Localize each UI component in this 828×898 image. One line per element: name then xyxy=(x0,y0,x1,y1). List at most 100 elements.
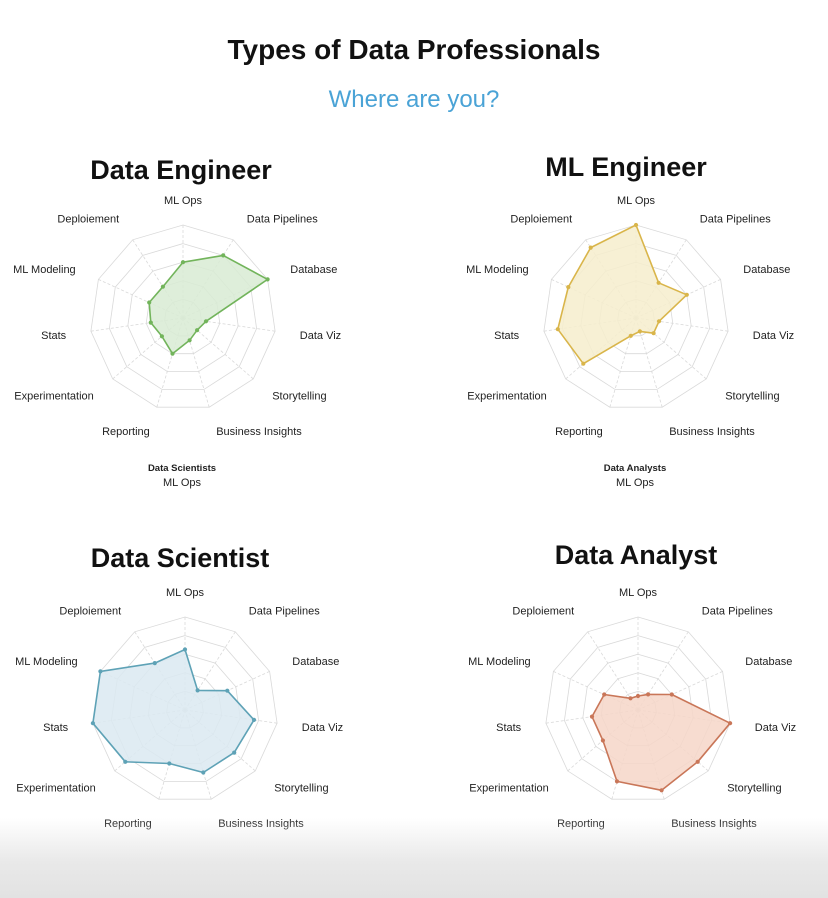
data-point-data-viz xyxy=(203,319,209,324)
axis-label-storytelling: Storytelling xyxy=(725,390,779,402)
radar-chart-data-engineer: ML Ops Data Pipelines Database Data Viz Stor… xyxy=(13,195,341,438)
data-point-deploiement xyxy=(588,245,593,250)
data-point-ml-ops xyxy=(180,260,186,265)
axis-label-stats: Stats xyxy=(43,722,69,734)
axis-label-reporting: Reporting xyxy=(104,818,152,830)
data-point-storytelling xyxy=(651,331,656,336)
axis-label-storytelling: Storytelling xyxy=(727,782,781,794)
axis-label-experimentation: Experimentation xyxy=(14,390,94,402)
data-point-ml-modeling xyxy=(566,285,571,290)
radar-chart-ml-engineer: ML Ops Data Pipelines Database Data Viz Stor… xyxy=(466,195,794,438)
axis-label-database: Database xyxy=(290,264,337,276)
data-point-storytelling xyxy=(232,750,237,755)
axis-label-data-viz: Data Viz xyxy=(302,722,343,734)
data-point-data-pipelines xyxy=(195,688,200,693)
axis-label-experimentation: Experimentation xyxy=(467,390,547,402)
data-point-business-insights xyxy=(659,788,664,793)
data-point-ml-modeling xyxy=(98,669,103,674)
radar-chart-data-scientist: ML Ops Data Pipelines Database Data Viz Stor… xyxy=(15,587,343,830)
grid-ring xyxy=(90,224,276,408)
axis-label-ml-modeling: ML Modeling xyxy=(468,656,531,668)
axis-label-data-viz: Data Viz xyxy=(300,330,341,342)
data-point-deploiement xyxy=(160,284,165,289)
data-point-data-viz xyxy=(251,717,257,723)
axis-label-data-pipelines: Data Pipelines xyxy=(702,606,773,618)
data-point-data-pipelines xyxy=(656,280,661,285)
data-point-database xyxy=(265,277,270,282)
data-point-business-insights xyxy=(201,770,206,775)
axis-label-ml-modeling: ML Modeling xyxy=(15,656,78,668)
axis-label-business-insights: Business Insights xyxy=(216,426,302,438)
data-point-data-pipelines xyxy=(221,253,226,258)
axis-label-ml-ops: ML Ops xyxy=(619,587,658,599)
axis-label-ml-ops: ML Ops xyxy=(166,587,205,599)
data-point-data-viz xyxy=(656,319,662,324)
axis-label-experimentation: Experimentation xyxy=(469,782,549,794)
series-area xyxy=(148,254,269,355)
data-point-ml-modeling xyxy=(602,692,607,697)
data-point-storytelling xyxy=(195,328,200,333)
data-point-deploiement xyxy=(152,661,157,666)
data-point-reporting xyxy=(170,351,175,356)
page-subtitle: Where are you? xyxy=(328,86,500,113)
data-point-experimentation xyxy=(600,738,606,743)
axis-label-ml-ops: ML Ops xyxy=(164,195,203,207)
data-point-storytelling xyxy=(695,759,700,764)
radar-chart-data-analyst: ML Ops Data Pipelines Database Data Viz Stor… xyxy=(468,587,796,830)
axis-label-business-insights: Business Insights xyxy=(671,818,757,830)
axis-label-reporting: Reporting xyxy=(555,426,603,438)
data-point-ml-modeling xyxy=(147,300,152,305)
data-point-stats xyxy=(90,721,95,726)
axis-label-reporting: Reporting xyxy=(557,818,605,830)
chart-title-data-scientist: Data Scientist xyxy=(90,543,270,573)
footer-right-sub: ML Ops xyxy=(615,477,655,489)
axis-label-deploiement: Deploiement xyxy=(59,606,121,618)
axis-label-storytelling: Storytelling xyxy=(272,390,326,402)
grid-ring xyxy=(545,616,731,800)
data-point-experimentation xyxy=(581,361,586,366)
axis-label-storytelling: Storytelling xyxy=(274,782,328,794)
data-point-business-insights xyxy=(637,329,643,334)
axis-label-deploiement: Deploiement xyxy=(57,214,119,226)
data-point-stats xyxy=(589,714,595,719)
data-point-business-insights xyxy=(187,338,192,343)
data-point-deploiement xyxy=(628,696,633,701)
axis-label-business-insights: Business Insights xyxy=(669,426,755,438)
chart-title-ml-engineer: ML Engineer xyxy=(545,152,707,182)
grid-ring xyxy=(543,224,729,408)
data-point-ml-ops xyxy=(182,647,188,652)
data-point-reporting xyxy=(167,761,172,766)
axis-label-data-viz: Data Viz xyxy=(753,330,794,342)
chart-title-data-engineer: Data Engineer xyxy=(90,155,272,185)
axis-label-database: Database xyxy=(745,656,792,668)
axis-label-data-pipelines: Data Pipelines xyxy=(247,214,318,226)
axis-label-database: Database xyxy=(743,264,790,276)
axis-label-experimentation: Experimentation xyxy=(16,782,96,794)
data-point-stats xyxy=(555,327,560,332)
data-point-database xyxy=(225,688,230,693)
axis-label-ml-ops: ML Ops xyxy=(617,195,656,207)
data-point-ml-ops xyxy=(635,693,641,699)
grid-ring xyxy=(92,616,278,800)
axis-label-stats: Stats xyxy=(41,330,67,342)
data-point-ml-ops xyxy=(633,222,639,228)
series-area xyxy=(92,648,255,774)
axis-label-ml-modeling: ML Modeling xyxy=(466,264,529,276)
data-point-experimentation xyxy=(123,759,128,764)
footer-left-sub: ML Ops xyxy=(162,477,202,489)
series-area xyxy=(556,224,688,365)
footer-left-title: Data Scientists xyxy=(147,463,217,474)
axis-label-stats: Stats xyxy=(496,722,522,734)
axis-label-data-pipelines: Data Pipelines xyxy=(700,214,771,226)
axis-label-deploiement: Deploiement xyxy=(510,214,572,226)
data-point-data-viz xyxy=(728,721,733,726)
axis-label-ml-modeling: ML Modeling xyxy=(13,264,76,276)
axis-label-data-pipelines: Data Pipelines xyxy=(249,606,320,618)
data-point-database xyxy=(684,292,689,297)
footer-right-title: Data Analysts xyxy=(603,463,667,474)
data-point-database xyxy=(669,692,674,697)
axis-label-database: Database xyxy=(292,656,339,668)
page-title: Types of Data Professionals xyxy=(227,34,601,65)
data-point-reporting xyxy=(628,333,633,338)
